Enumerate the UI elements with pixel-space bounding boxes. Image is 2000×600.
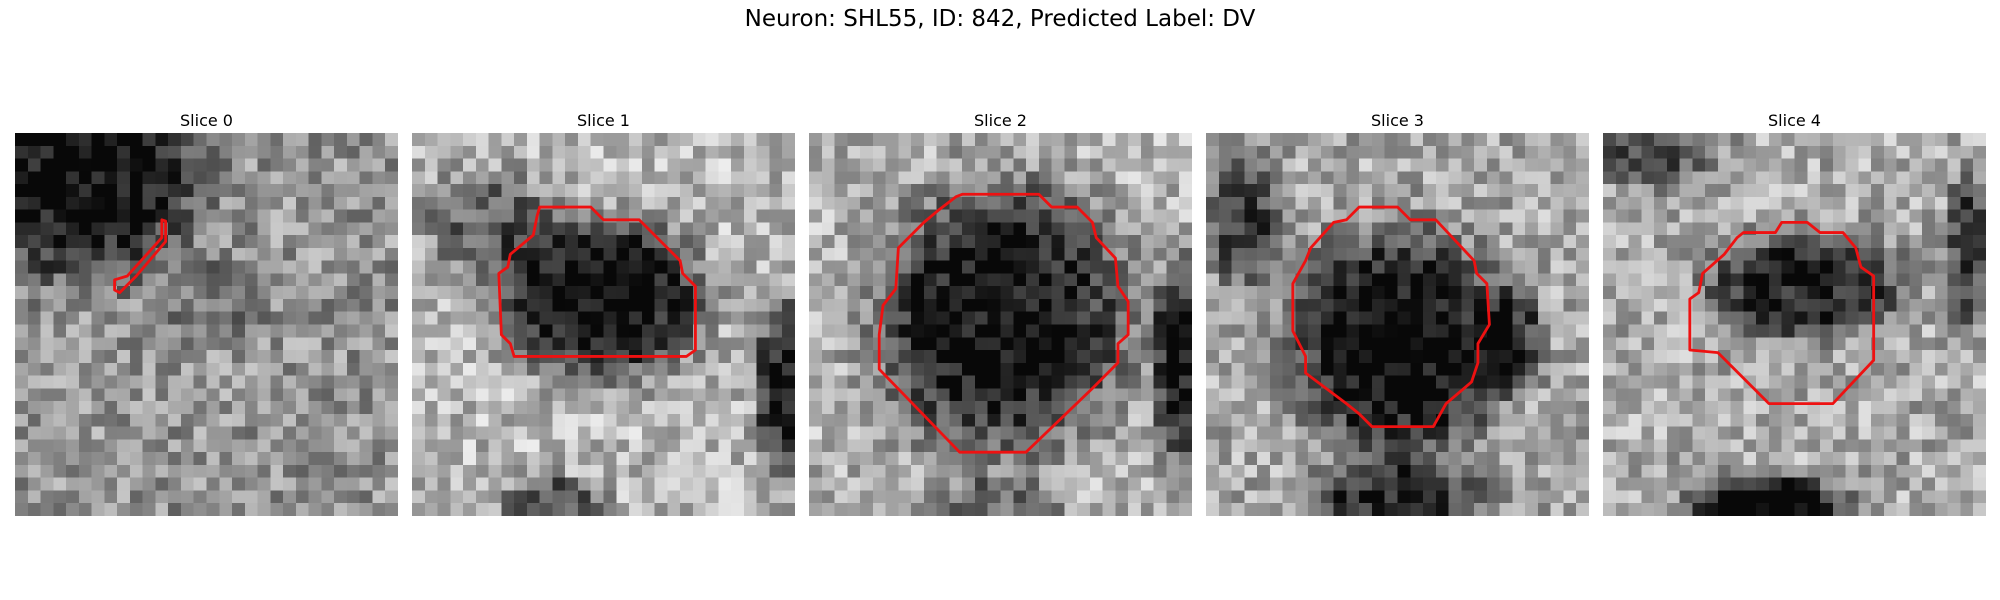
pixel-grid [1603, 133, 1986, 516]
slice-title-4: Slice 4 [1768, 111, 1821, 130]
roi-contour [1291, 205, 1491, 429]
roi-contour [877, 192, 1130, 454]
slice-panel-4: Slice 4 [1603, 109, 1986, 516]
slice-image-1 [412, 133, 795, 516]
slice-panel-3: Slice 3 [1206, 109, 1589, 516]
slice-panel-2: Slice 2 [809, 109, 1192, 516]
slice-title-3: Slice 3 [1371, 111, 1424, 130]
roi-contour [1688, 220, 1876, 406]
roi-contour [497, 205, 697, 358]
slice-image-4 [1603, 133, 1986, 516]
figure-title: Neuron: SHL55, ID: 842, Predicted Label:… [744, 6, 1256, 32]
slice-image-0 [15, 133, 398, 516]
pixel-grid [412, 133, 795, 516]
slice-title-1: Slice 1 [577, 111, 630, 130]
pixel-grid [809, 133, 1192, 516]
pixel-grid [1206, 133, 1589, 516]
slice-title-2: Slice 2 [974, 111, 1027, 130]
slice-image-2 [809, 133, 1192, 516]
slice-image-3 [1206, 133, 1589, 516]
pixel-grid [15, 133, 398, 516]
slice-panel-0: Slice 0 [15, 109, 398, 516]
slice-title-0: Slice 0 [180, 111, 233, 130]
roi-contour [113, 218, 168, 294]
slice-panel-1: Slice 1 [412, 109, 795, 516]
